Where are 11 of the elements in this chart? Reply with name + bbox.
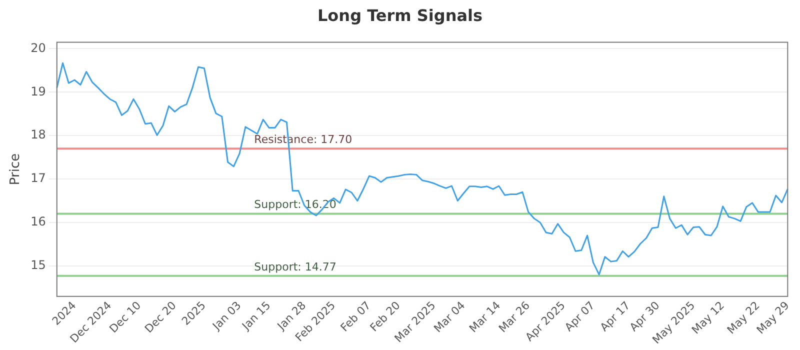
x-tick-label: Jan 15 bbox=[238, 298, 274, 334]
y-axis-title: Price bbox=[8, 153, 24, 186]
y-tick-label: 19 bbox=[30, 84, 46, 98]
y-tick-label: 17 bbox=[30, 171, 46, 186]
chart-title: Long Term Signals bbox=[316, 5, 484, 27]
y-tick-label: 16 bbox=[30, 214, 46, 229]
x-tick-label: Dec 20 bbox=[142, 298, 179, 336]
y-tick-label: 20 bbox=[30, 40, 46, 55]
y-tick-label: 18 bbox=[30, 128, 46, 142]
y-tick-label: 15 bbox=[30, 258, 46, 272]
ref-line-label: Support: 14.77 bbox=[254, 260, 336, 274]
